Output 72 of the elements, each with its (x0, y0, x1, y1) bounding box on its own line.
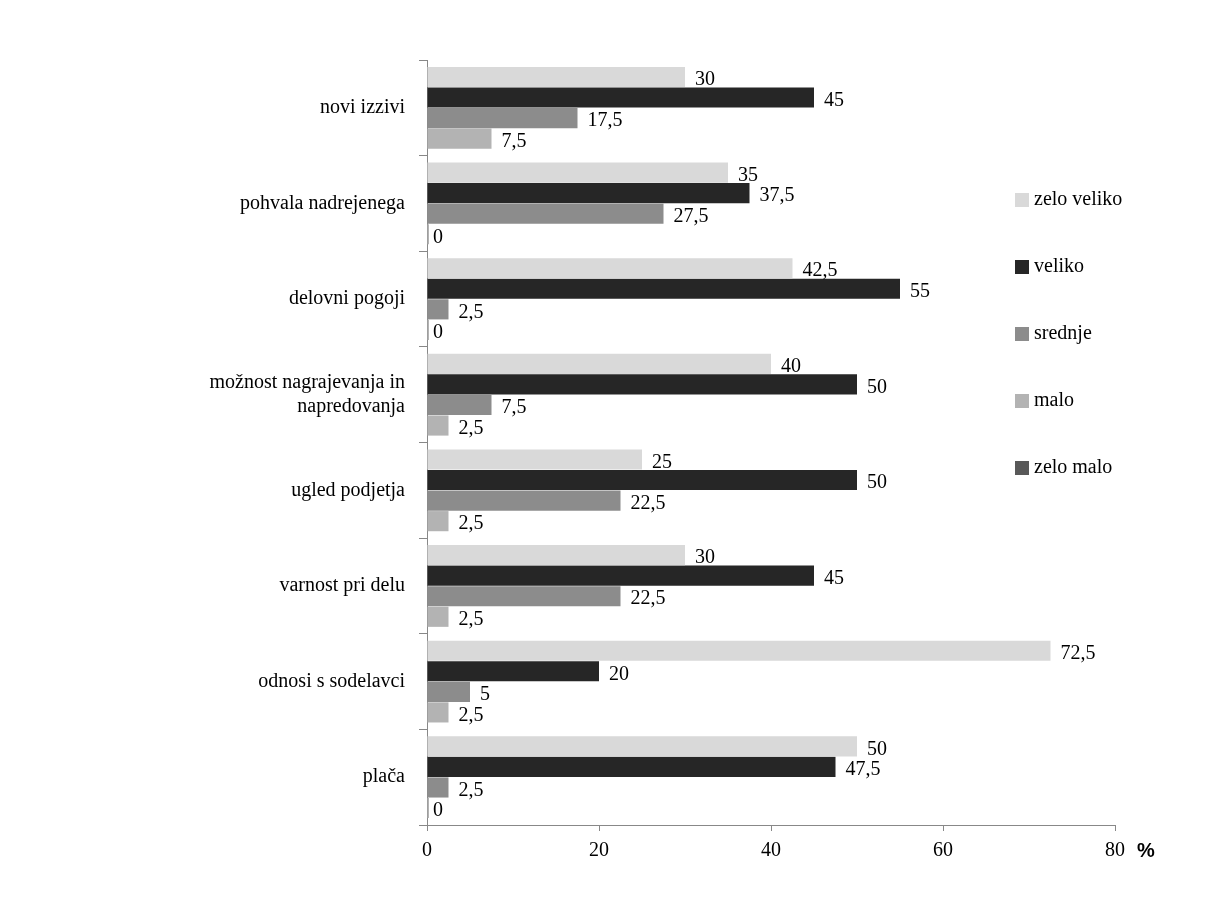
data-label: 2,5 (458, 607, 484, 630)
data-label: 2,5 (458, 415, 484, 438)
y-tick-label: ugled podjetja (291, 477, 406, 501)
bar (427, 606, 449, 627)
data-label: 2,5 (458, 299, 484, 322)
y-tick-label: odnosi s sodelavci (258, 668, 406, 691)
bar (427, 449, 642, 470)
bar (427, 183, 750, 204)
y-tick-label: pohvala nadrejenega (240, 190, 406, 214)
data-label: 2,5 (458, 777, 484, 800)
legend-label: srednje (1034, 321, 1092, 345)
bar (427, 415, 449, 436)
legend-label: zelo veliko (1034, 187, 1123, 210)
data-label: 50 (867, 374, 887, 397)
bar (427, 545, 685, 566)
data-label: 30 (695, 67, 715, 90)
bar (427, 702, 449, 723)
data-label: 5 (480, 682, 490, 705)
bar (427, 756, 836, 777)
bar (427, 374, 857, 395)
data-label: 45 (824, 565, 844, 588)
data-label: 50 (867, 470, 887, 493)
bar (427, 736, 857, 757)
data-label: 17,5 (587, 108, 623, 131)
bar (427, 258, 793, 279)
bar (427, 640, 1051, 661)
data-label: 45 (824, 87, 844, 110)
bar (427, 66, 685, 88)
bar (427, 661, 599, 682)
x-tick-label: 60 (933, 838, 953, 861)
data-label: 37,5 (759, 183, 795, 206)
data-label: 25 (652, 449, 672, 472)
data-label: 35 (738, 162, 758, 185)
y-tick-label: plača (362, 764, 406, 788)
data-label: 7,5 (501, 395, 527, 418)
bar (427, 565, 814, 586)
data-label: 55 (910, 279, 930, 302)
data-label: 20 (609, 661, 629, 684)
data-label: 7,5 (501, 128, 527, 151)
y-tick-label: varnost pri delu (279, 573, 405, 597)
bar (427, 353, 771, 374)
x-tick-label: 80 (1105, 838, 1125, 861)
legend-label: zelo malo (1034, 455, 1113, 478)
data-label: 30 (695, 545, 715, 568)
data-label: 72,5 (1060, 640, 1096, 663)
bar (427, 278, 900, 299)
x-tick-label: 20 (589, 838, 609, 861)
x-tick-label: 40 (761, 838, 781, 861)
y-tick-label: delovni pogoji (288, 286, 406, 310)
data-label: 2,5 (458, 511, 484, 534)
data-label: 27,5 (673, 203, 709, 226)
x-axis-title: % (1137, 838, 1155, 861)
bar (427, 511, 449, 532)
legend-label: veliko (1034, 254, 1084, 277)
data-label: 22,5 (630, 490, 666, 513)
y-tick-label: novi izzivi (320, 95, 406, 118)
data-label: 0 (433, 798, 443, 821)
y-tick-label: možnost nagrajevanja in napredovanja (209, 369, 406, 417)
legend-label: malo (1034, 388, 1074, 411)
bar (427, 162, 728, 183)
data-label: 22,5 (630, 586, 666, 609)
data-label: 47,5 (845, 757, 881, 780)
data-label: 40 (781, 354, 801, 377)
data-label: 2,5 (458, 702, 484, 725)
data-label: 50 (867, 736, 887, 759)
bar (427, 128, 492, 149)
data-label: 0 (433, 224, 443, 247)
x-tick-label: 0 (422, 838, 432, 861)
data-label: 0 (433, 320, 443, 343)
bar (427, 87, 814, 108)
data-label: 42,5 (802, 258, 838, 281)
bar (427, 469, 857, 491)
